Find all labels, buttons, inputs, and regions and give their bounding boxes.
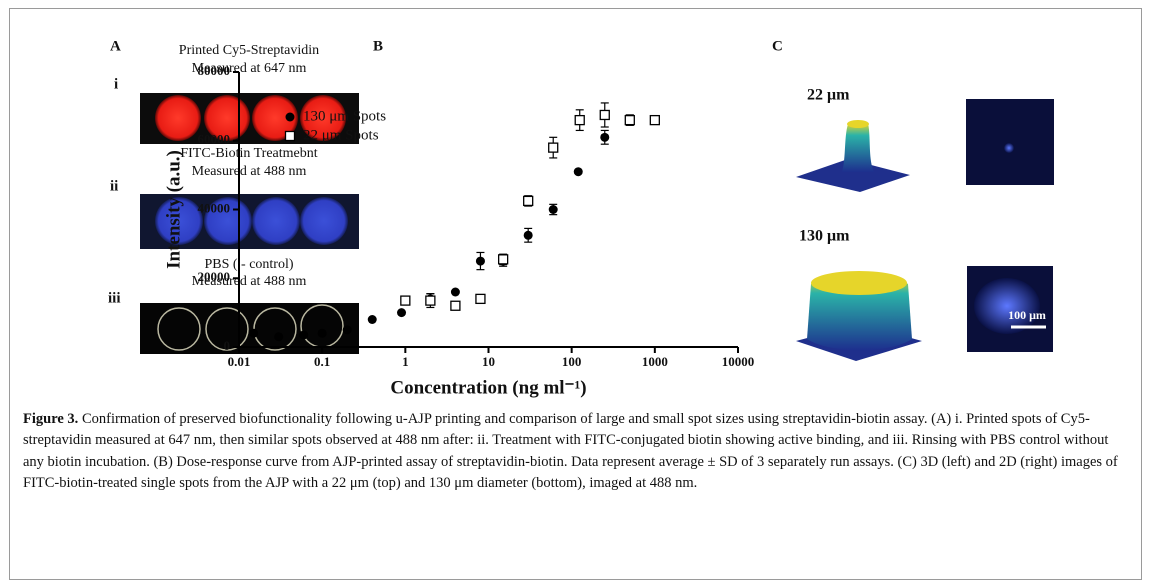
row-label: i <box>114 76 118 92</box>
point <box>475 256 485 266</box>
point <box>523 230 533 240</box>
x-axis-title: Concentration (ng ml⁻¹) <box>390 377 586 398</box>
point <box>299 330 309 340</box>
image-subtitle: Measured at 488 nm <box>192 274 307 289</box>
x-tick-label: 0.01 <box>228 354 251 369</box>
point <box>450 300 461 311</box>
y-axis-title: Intensity (a.u.) <box>163 150 184 269</box>
image-title: Printed Cy5-Streptavidin <box>179 43 319 58</box>
row-label: ii <box>110 178 118 194</box>
x-tick-label: 0.1 <box>314 354 330 369</box>
image <box>140 303 359 354</box>
point <box>548 142 559 153</box>
legend-label: 22 μm Spots <box>303 127 379 143</box>
point <box>523 195 534 207</box>
x-tick-label: 10 <box>482 354 495 369</box>
image-subtitle: Measured at 488 nm <box>192 164 307 179</box>
x-tick-label: 100 <box>562 354 582 369</box>
point <box>624 114 635 126</box>
point <box>342 325 352 335</box>
row-label: iii <box>108 290 121 306</box>
point <box>599 109 610 121</box>
x-tick-label: 1000 <box>642 354 668 369</box>
spot <box>974 278 1040 334</box>
size-label: 130 μm <box>799 228 850 245</box>
legend-marker <box>284 130 296 142</box>
figure-frame: A Printed Cy5-Streptavidin Measured at 6… <box>9 8 1142 580</box>
panel-label: A <box>110 38 121 54</box>
point <box>425 295 436 306</box>
panel-label: B <box>373 38 383 54</box>
image <box>966 99 1054 185</box>
legend-label: 130 μm Spots <box>303 108 386 124</box>
point <box>397 308 407 318</box>
point <box>497 254 509 265</box>
y-tick-label: 0 <box>224 338 231 353</box>
y-tick-label: 60000 <box>198 132 231 147</box>
surface-3d <box>796 120 910 192</box>
spot <box>1004 143 1014 153</box>
point <box>475 293 486 305</box>
caption-label: Figure 3. <box>23 411 79 427</box>
y-tick-label: 20000 <box>198 269 231 284</box>
point <box>450 287 460 297</box>
image-title: PBS ( - control) <box>204 257 293 272</box>
x-tick-label: 10000 <box>722 354 755 369</box>
point <box>249 328 259 338</box>
point <box>649 114 660 126</box>
size-label: 22 μm <box>807 87 850 104</box>
y-tick-label: 80000 <box>198 63 231 78</box>
point <box>317 328 327 338</box>
x-tick-label: 1 <box>402 354 409 369</box>
y-tick-label: 40000 <box>198 200 231 215</box>
point <box>600 132 610 142</box>
point <box>548 205 558 214</box>
scale-label: 100 μm <box>1008 308 1046 322</box>
caption: Figure 3. Confirmation of preserved biof… <box>23 409 1123 494</box>
figure: A Printed Cy5-Streptavidin Measured at 6… <box>108 38 1054 398</box>
point <box>573 167 583 177</box>
point <box>274 332 284 342</box>
surface-3d <box>796 271 922 361</box>
caption-text: Confirmation of preserved biofunctionali… <box>23 411 1118 491</box>
point <box>574 114 585 126</box>
chart: 0 20000 40000 60000 80000 0.01 0.1 1 10 100 1000 10… <box>163 63 754 398</box>
point <box>400 295 411 306</box>
legend-marker <box>285 112 295 122</box>
panel-label: C <box>772 38 783 54</box>
spots <box>155 95 346 141</box>
point <box>367 315 377 324</box>
image-subtitle: Measured at 647 nm <box>192 61 307 76</box>
image-title: FITC-Biotin Treatmebnt <box>180 146 317 161</box>
